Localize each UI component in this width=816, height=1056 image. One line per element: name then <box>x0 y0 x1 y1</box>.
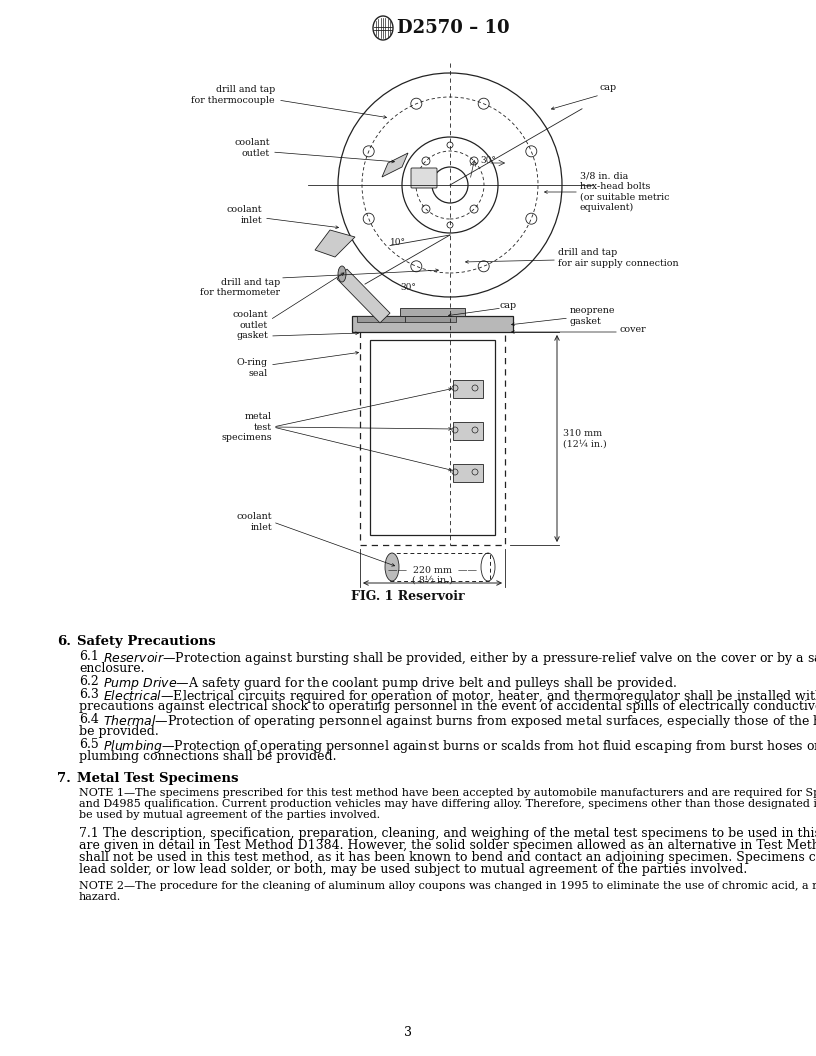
Bar <box>453 380 483 398</box>
Text: metal
test
specimens: metal test specimens <box>221 412 272 441</box>
Text: Safety Precautions: Safety Precautions <box>77 635 215 648</box>
Ellipse shape <box>385 553 399 581</box>
FancyBboxPatch shape <box>411 168 437 188</box>
Text: be used by mutual agreement of the parties involved.: be used by mutual agreement of the parti… <box>79 810 380 821</box>
Text: 3/8 in. dia
hex-head bolts
(or suitable metric
equivalent): 3/8 in. dia hex-head bolts (or suitable … <box>580 172 669 212</box>
Bar <box>405 316 456 322</box>
Text: 6.1: 6.1 <box>79 650 99 663</box>
Text: O-ring
seal: O-ring seal <box>237 358 268 378</box>
Text: $\it{Electrical}$—Electrical circuits required for operation of motor, heater, a: $\it{Electrical}$—Electrical circuits re… <box>103 689 816 705</box>
Text: neoprene
gasket: neoprene gasket <box>570 306 615 325</box>
Text: lead solder, or low lead solder, or both, may be used subject to mutual agreemen: lead solder, or low lead solder, or both… <box>79 863 747 876</box>
Text: 6.2: 6.2 <box>79 675 99 689</box>
Text: ——  220 mm  ——
( 8½ in.): —— 220 mm —— ( 8½ in.) <box>388 566 477 585</box>
Text: 6.4: 6.4 <box>79 713 99 727</box>
Text: precautions against electrical shock to operating personnel in the event of acci: precautions against electrical shock to … <box>79 700 816 713</box>
Bar <box>400 308 465 316</box>
Polygon shape <box>382 153 408 177</box>
Text: drill and tap
for thermocouple: drill and tap for thermocouple <box>192 86 275 105</box>
Text: cap: cap <box>500 301 517 310</box>
Bar <box>370 340 495 535</box>
Text: drill and tap
for air supply connection: drill and tap for air supply connection <box>558 248 679 268</box>
Text: 30°: 30° <box>480 156 496 165</box>
Text: Metal Test Specimens: Metal Test Specimens <box>77 772 238 785</box>
Bar <box>453 464 483 482</box>
Bar <box>390 553 490 581</box>
Polygon shape <box>315 230 355 257</box>
Text: gasket: gasket <box>237 332 268 340</box>
Text: 6.: 6. <box>57 635 71 648</box>
Text: NOTE 1—The specimens prescribed for this test method have been accepted by autom: NOTE 1—The specimens prescribed for this… <box>79 788 816 798</box>
Text: coolant
outlet: coolant outlet <box>233 310 268 329</box>
Text: 7.: 7. <box>57 772 71 785</box>
Bar <box>453 422 483 440</box>
Text: NOTE 2—The procedure for the cleaning of aluminum alloy coupons was changed in 1: NOTE 2—The procedure for the cleaning of… <box>79 881 816 891</box>
Text: $\it{Reservoir}$—Protection against bursting shall be provided, either by a pres: $\it{Reservoir}$—Protection against burs… <box>103 650 816 667</box>
Text: cap: cap <box>600 83 617 92</box>
Ellipse shape <box>338 266 346 282</box>
Text: enclosure.: enclosure. <box>79 662 144 675</box>
Bar <box>352 316 513 332</box>
Text: cover: cover <box>620 325 646 334</box>
Text: coolant
inlet: coolant inlet <box>227 205 262 225</box>
Ellipse shape <box>373 16 393 40</box>
Text: $\it{Thermal}$—Protection of operating personnel against burns from exposed meta: $\it{Thermal}$—Protection of operating p… <box>103 713 816 730</box>
Bar <box>360 329 505 545</box>
Text: coolant
inlet: coolant inlet <box>237 512 272 532</box>
Text: shall not be used in this test method, as it has been known to bend and contact : shall not be used in this test method, a… <box>79 851 816 864</box>
Text: hazard.: hazard. <box>79 892 122 902</box>
Text: 10°: 10° <box>390 238 406 247</box>
Text: 310 mm
(12¼ in.): 310 mm (12¼ in.) <box>563 429 607 448</box>
Text: 6.3: 6.3 <box>79 689 99 701</box>
Text: plumbing connections shall be provided.: plumbing connections shall be provided. <box>79 750 336 763</box>
Text: drill and tap
for thermometer: drill and tap for thermometer <box>200 278 280 298</box>
Text: 6.5: 6.5 <box>79 738 99 751</box>
Text: are given in detail in Test Method D1384. However, the solid solder specimen all: are given in detail in Test Method D1384… <box>79 840 816 852</box>
Polygon shape <box>337 269 390 323</box>
Text: and D4985 qualification. Current production vehicles may have differing alloy. T: and D4985 qualification. Current product… <box>79 799 816 809</box>
Text: coolant
outlet: coolant outlet <box>234 138 270 157</box>
Text: 7.1: 7.1 <box>79 827 99 840</box>
Text: $\it{Pump\ Drive}$—A safety guard for the coolant pump drive belt and pulleys sh: $\it{Pump\ Drive}$—A safety guard for th… <box>103 675 677 692</box>
Text: FIG. 1 Reservoir: FIG. 1 Reservoir <box>351 590 465 603</box>
Text: 30°: 30° <box>400 283 416 293</box>
Text: D2570 – 10: D2570 – 10 <box>397 19 510 37</box>
Text: $\it{Plumbing}$—Protection of operating personnel against burns or scalds from h: $\it{Plumbing}$—Protection of operating … <box>103 738 816 755</box>
Text: The description, specification, preparation, cleaning, and weighing of the metal: The description, specification, preparat… <box>103 827 816 840</box>
Text: be provided.: be provided. <box>79 725 159 738</box>
Bar <box>357 316 405 322</box>
Text: 3: 3 <box>404 1025 412 1038</box>
